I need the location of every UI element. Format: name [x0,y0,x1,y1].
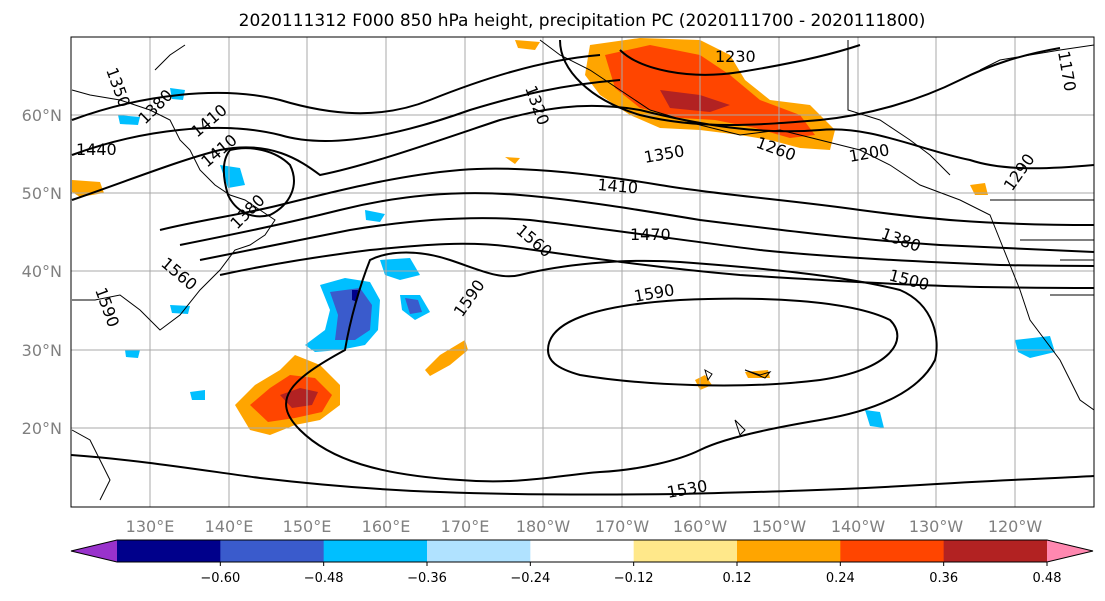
colorbar-segment [840,540,945,562]
map-title: 2020111312 F000 850 hPa height, precipit… [239,11,926,31]
colorbar-segment [220,540,325,562]
contour-label: 1470 [630,225,671,244]
lon-label: 170°E [441,517,490,536]
colorbar-segment [737,540,841,562]
height-contours [71,39,1094,496]
colorbar-label: 0.48 [1033,571,1062,586]
colorbar-label: −0.60 [200,571,240,586]
colorbar-label: 0.24 [826,571,855,586]
longitude-labels: 130°E 140°E 150°E 160°E 170°E 180°W 170°… [126,517,1043,536]
colorbar-outline [70,539,1094,563]
lon-label: 130°W [909,517,964,536]
colorbar-label: −0.24 [510,571,550,586]
contour-label: 1230 [715,47,756,66]
lon-label: 170°W [595,517,650,536]
map-area: 1350 1380 1410 1440 1410 1380 1560 1590 … [71,37,1094,507]
lon-label: 150°W [752,517,807,536]
colorbar-label: −0.48 [304,571,344,586]
colorbar-segment [427,540,531,562]
lon-label: 140°W [831,517,886,536]
lat-label: 60°N [22,106,62,125]
lon-label: 120°W [988,517,1043,536]
colorbar-segment [530,540,635,562]
lat-label: 30°N [22,341,62,360]
colorbar-segment [633,540,738,562]
colorbar-label: 0.12 [723,571,752,586]
colorbar-label: −0.36 [407,571,447,586]
colorbar-label: 0.36 [929,571,958,586]
colorbar-extend-min [71,540,117,562]
contour-label: 1410 [597,175,639,197]
lon-label: 160°W [673,517,728,536]
lon-label: 160°E [362,517,411,536]
lat-label: 40°N [22,262,62,281]
lon-label: 180°W [516,517,571,536]
colorbar-label: −0.12 [614,571,654,586]
colorbar-segment [943,540,1048,562]
colorbar-extend-max [1047,540,1093,562]
colorbar-segment [117,540,221,562]
colorbar-segment [323,540,428,562]
lon-label: 140°E [205,517,254,536]
contour-label: 1440 [76,140,117,159]
coastlines [71,39,1094,501]
lat-label: 20°N [22,419,62,438]
map-frame [70,36,1095,508]
lon-label: 130°E [126,517,175,536]
latitude-labels: 60°N 50°N 40°N 30°N 20°N [22,106,62,438]
lat-label: 50°N [22,184,62,203]
lon-label: 150°E [283,517,332,536]
colorbar: −0.60 −0.48 −0.36 −0.24 −0.12 0.12 0.24 0.36 0.4… [70,539,1094,586]
